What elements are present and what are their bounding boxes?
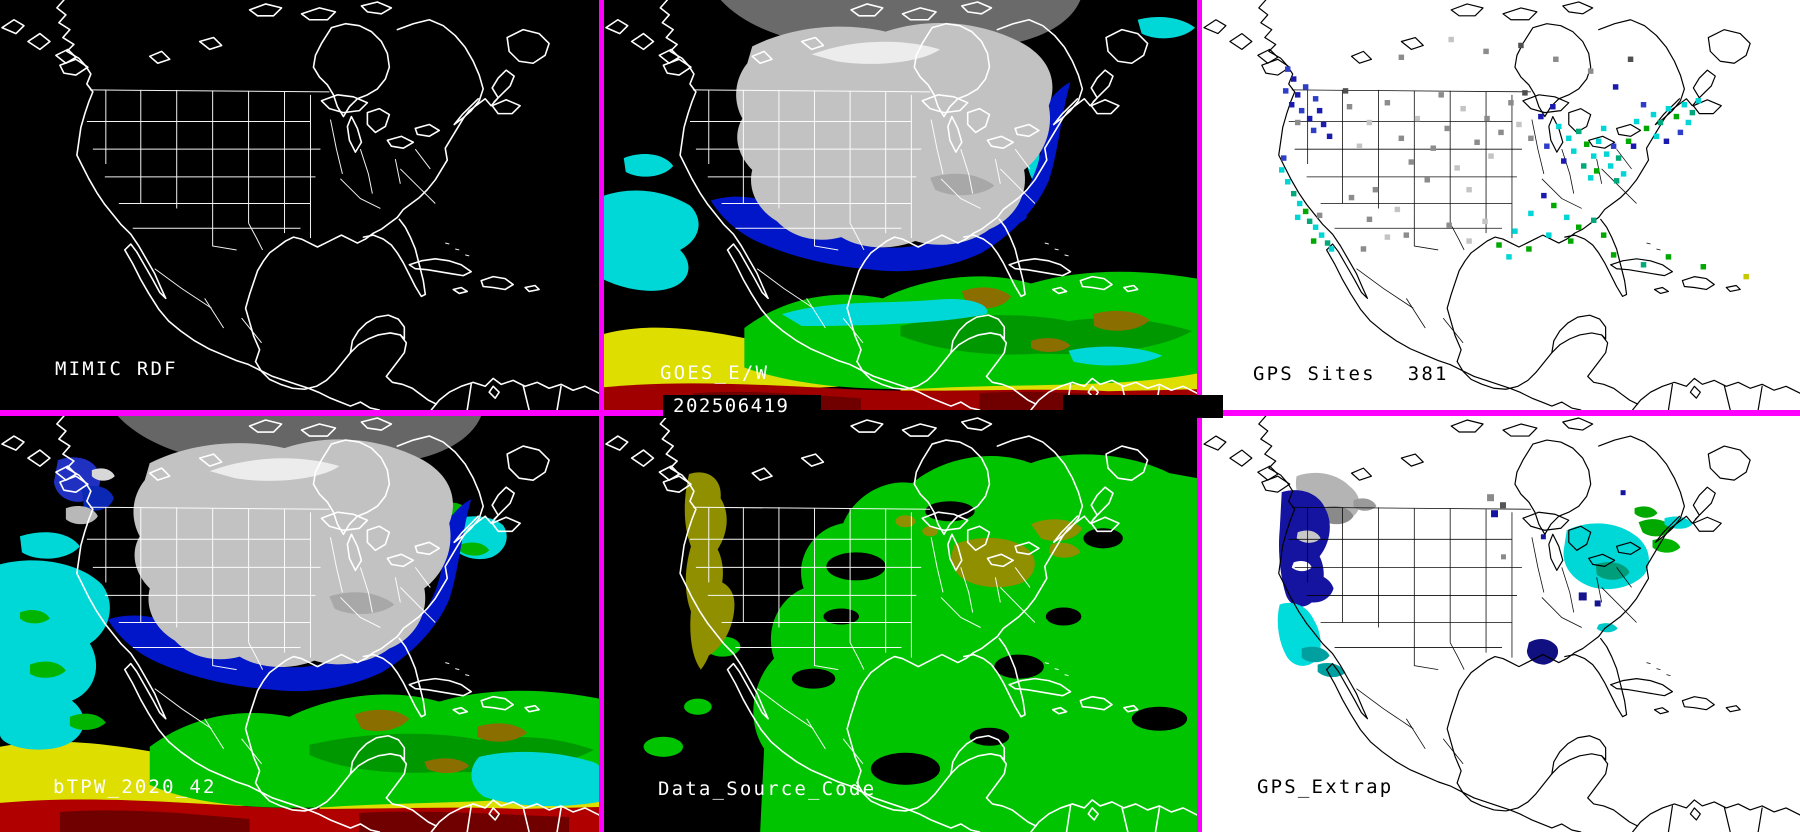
panel-btpw: bTPW_2020_42 bbox=[0, 416, 599, 832]
gps-sites-label: GPS Sites bbox=[1253, 363, 1376, 385]
divider-horizontal-left bbox=[0, 410, 667, 416]
data-source-label: Data_Source_Code bbox=[658, 778, 877, 800]
btpw-map bbox=[0, 416, 599, 832]
panel-gps-extrap: GPS_Extrap bbox=[1202, 416, 1800, 832]
panel-goes-ew: GOES_E/W bbox=[604, 0, 1197, 410]
timestamp: 202506419 bbox=[663, 395, 821, 418]
goes-map bbox=[604, 0, 1197, 410]
mimic-map bbox=[1, 0, 599, 410]
panel-mimic-rdf: MIMIC RDF bbox=[0, 0, 599, 410]
gps-extrap-map bbox=[1203, 416, 1800, 832]
divider-black-bar bbox=[1063, 395, 1223, 418]
gps-sites-count: 381 bbox=[1407, 363, 1449, 385]
timestamp-value: 202506419 bbox=[673, 395, 790, 417]
panel-gps-sites: GPS Sites 381 bbox=[1202, 0, 1800, 410]
panel-data-source-code: Data_Source_Code bbox=[604, 416, 1197, 832]
divider-vertical-left bbox=[599, 0, 604, 832]
data-source-map bbox=[605, 416, 1197, 832]
gps-sites-label-row: GPS Sites 381 bbox=[1253, 365, 1449, 384]
btpw-label: bTPW_2020_42 bbox=[53, 776, 217, 798]
gps-sites-map bbox=[1203, 0, 1800, 410]
gps-extrap-label: GPS_Extrap bbox=[1257, 776, 1394, 798]
divider-horizontal-right bbox=[1223, 410, 1800, 416]
mimic-label: MIMIC RDF bbox=[55, 358, 178, 380]
goes-label: GOES_E/W bbox=[660, 362, 770, 384]
